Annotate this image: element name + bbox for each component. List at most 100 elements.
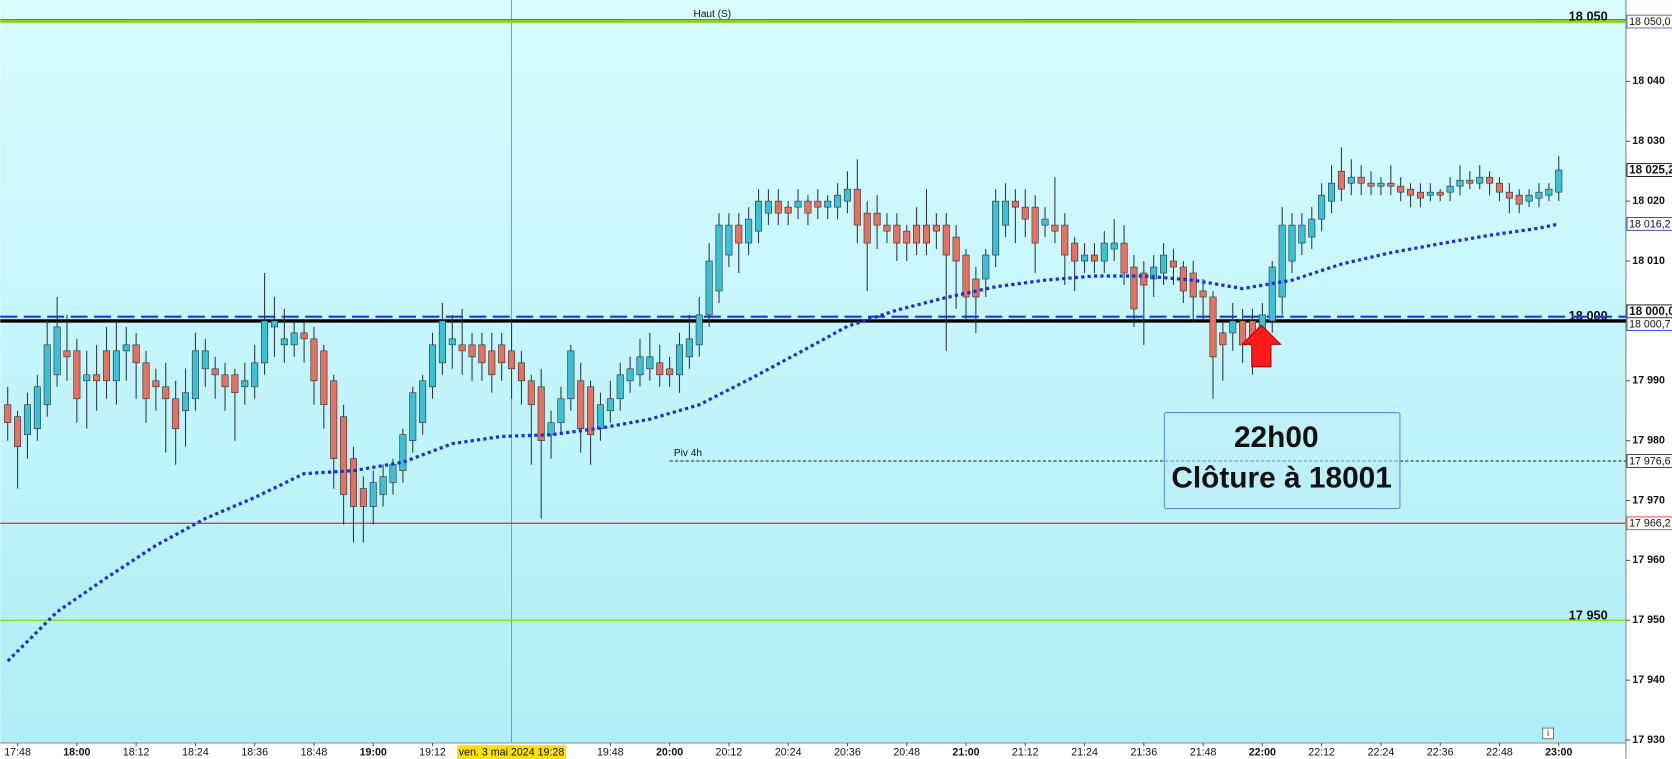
- x-tick-label: 22:24: [1368, 746, 1395, 758]
- level-axis-label: 17 966,2: [1629, 518, 1671, 530]
- candle-body: [794, 200, 802, 208]
- candle-body: [389, 464, 397, 483]
- candle-body: [1011, 200, 1019, 208]
- candle-body: [942, 224, 950, 256]
- info-icon[interactable]: [1542, 727, 1554, 740]
- level-axis-label-box: [1626, 14, 1672, 29]
- candle-body: [962, 254, 970, 298]
- x-tick-label: 21:24: [1071, 746, 1098, 758]
- candle-body: [14, 416, 22, 447]
- candle-body: [201, 350, 209, 370]
- candle-body: [1209, 296, 1217, 358]
- candle-body: [873, 212, 881, 226]
- candle-body: [1229, 320, 1237, 334]
- y-tick-label: 18 020: [1632, 195, 1665, 207]
- candle-body: [142, 362, 150, 400]
- moving-average-axis-label-box: [1626, 217, 1672, 231]
- candle-body: [1120, 242, 1128, 274]
- candle-body: [952, 236, 960, 262]
- candle-body: [1031, 206, 1039, 244]
- candle-body: [1268, 266, 1276, 322]
- candle-body: [182, 392, 190, 412]
- candle-body: [932, 224, 940, 232]
- x-tick-label: 19:48: [597, 746, 624, 758]
- candle-body: [1545, 188, 1553, 196]
- candle-body: [261, 320, 269, 364]
- candle-body: [349, 458, 358, 507]
- candle-body: [606, 398, 614, 412]
- candle-body: [1328, 182, 1336, 202]
- candle-body: [735, 224, 743, 244]
- candle-body: [1061, 224, 1069, 256]
- candle-body: [1555, 169, 1563, 193]
- candle-body: [774, 200, 782, 214]
- candle-body: [567, 350, 575, 400]
- candles-layer: [4, 147, 1563, 543]
- annotation-box: [1163, 412, 1401, 510]
- candle-body: [508, 350, 516, 370]
- x-tick-label: 22:12: [1308, 746, 1335, 758]
- candle-body: [616, 374, 624, 400]
- candle-body: [290, 332, 298, 346]
- candle-body: [685, 338, 693, 358]
- level-text: Piv 4h: [674, 448, 702, 459]
- candle-body: [1426, 191, 1434, 196]
- x-tick-label: 22:00: [1249, 746, 1276, 758]
- y-tick-label: 17 960: [1632, 554, 1665, 566]
- candle-body: [764, 200, 772, 214]
- candle-body: [1446, 185, 1454, 193]
- annotation-line: 22h00: [1234, 421, 1319, 454]
- candle-body: [330, 380, 338, 459]
- candle-body: [1357, 176, 1365, 184]
- candle-body: [241, 380, 249, 388]
- x-tick-label: 20:12: [716, 746, 743, 758]
- candle-body: [1110, 242, 1118, 250]
- candle-body: [1150, 266, 1158, 280]
- candle-body: [725, 224, 733, 256]
- candle-body: [626, 368, 634, 382]
- candle-body: [843, 188, 851, 202]
- candle-body: [488, 350, 496, 376]
- candle-body: [468, 344, 476, 358]
- candle-body: [1525, 194, 1533, 202]
- candle-body: [498, 344, 506, 364]
- candle-body: [1505, 191, 1513, 199]
- info-icon-glyph: i: [1547, 728, 1549, 738]
- candle-body: [320, 350, 328, 406]
- candle-body: [715, 224, 723, 292]
- candle-body: [448, 338, 456, 346]
- candle-body: [834, 194, 842, 208]
- level-label: 18 050: [1569, 9, 1608, 24]
- candle-body: [1318, 194, 1326, 220]
- candle-body: [1377, 182, 1385, 187]
- candle-body: [369, 482, 377, 507]
- candle-body: [656, 362, 664, 376]
- x-tick-label: 17:48: [4, 746, 31, 758]
- candle-body: [1288, 224, 1296, 262]
- candle-body: [1219, 332, 1227, 346]
- candle-body: [784, 206, 792, 214]
- x-tick-label: 18:00: [63, 746, 90, 758]
- candle-body: [1347, 176, 1355, 184]
- candle-body: [53, 326, 61, 376]
- y-tick-label: 17 970: [1632, 494, 1665, 506]
- level-axis-label: 18 050,0: [1629, 16, 1671, 28]
- axis-layer: 17 930 17 940 17 950 17 960 17 970 17 980 17 9…: [4, 14, 1672, 759]
- x-tick-label: 18:12: [123, 746, 150, 758]
- candle-body: [863, 212, 871, 244]
- y-tick-label: 17 980: [1632, 434, 1665, 446]
- candle-body: [221, 374, 229, 388]
- x-tick-label: 23:00: [1545, 746, 1572, 758]
- candle-body: [300, 332, 308, 340]
- candle-body: [527, 380, 535, 406]
- y-tick-label: 18 010: [1632, 255, 1665, 267]
- candle-body: [1071, 242, 1079, 262]
- candle-body: [814, 200, 822, 208]
- candle-body: [102, 350, 111, 382]
- candle-body: [1199, 290, 1207, 298]
- candle-body: [1476, 176, 1484, 184]
- candle-body: [379, 476, 387, 495]
- candle-body: [1515, 194, 1523, 205]
- candle-body: [1278, 224, 1286, 298]
- candle-body: [1169, 260, 1177, 268]
